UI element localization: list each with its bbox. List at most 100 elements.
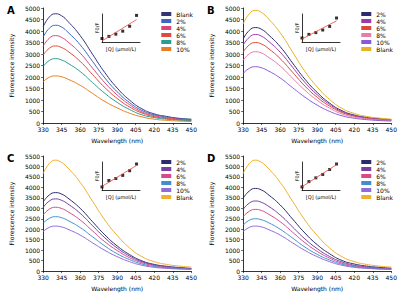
- svg-text:8%: 8%: [376, 180, 386, 187]
- svg-text:Blank: Blank: [176, 11, 193, 18]
- svg-text:2500: 2500: [225, 215, 240, 222]
- svg-text:5500: 5500: [25, 153, 40, 160]
- svg-text:420: 420: [349, 274, 361, 281]
- svg-text:5500: 5500: [225, 153, 240, 160]
- svg-text:B: B: [207, 5, 215, 16]
- svg-text:2%: 2%: [176, 159, 186, 166]
- svg-text:10%: 10%: [176, 46, 190, 53]
- svg-text:Blank: Blank: [376, 46, 393, 53]
- svg-text:2000: 2000: [25, 226, 40, 233]
- svg-text:F0/F: F0/F: [94, 171, 100, 182]
- svg-text:Florescence intensity: Florescence intensity: [208, 33, 216, 97]
- svg-text:3500: 3500: [225, 39, 240, 46]
- svg-text:390: 390: [111, 126, 123, 133]
- svg-text:4%: 4%: [176, 25, 186, 32]
- svg-text:405: 405: [130, 274, 142, 281]
- svg-text:1000: 1000: [25, 247, 40, 254]
- svg-text:1000: 1000: [225, 247, 240, 254]
- svg-text:330: 330: [237, 274, 249, 281]
- svg-text:2000: 2000: [225, 226, 240, 233]
- svg-text:8%: 8%: [376, 32, 386, 39]
- svg-text:360: 360: [74, 126, 86, 133]
- svg-text:6%: 6%: [176, 32, 186, 39]
- svg-text:Wavelength (nm): Wavelength (nm): [91, 137, 143, 145]
- svg-text:A: A: [7, 5, 15, 16]
- svg-text:330: 330: [37, 126, 49, 133]
- svg-text:1000: 1000: [25, 97, 40, 104]
- svg-text:390: 390: [311, 274, 323, 281]
- svg-text:4000: 4000: [225, 184, 240, 191]
- svg-text:6%: 6%: [376, 173, 386, 180]
- svg-text:3000: 3000: [25, 205, 40, 212]
- svg-text:[Q] (μmol/L): [Q] (μmol/L): [106, 46, 136, 53]
- svg-text:Wavelength (nm): Wavelength (nm): [291, 137, 343, 145]
- svg-text:F0/F: F0/F: [294, 23, 300, 34]
- svg-text:5000: 5000: [25, 163, 40, 170]
- svg-text:1500: 1500: [25, 85, 40, 92]
- svg-text:450: 450: [386, 126, 398, 133]
- svg-text:6%: 6%: [376, 25, 386, 32]
- svg-text:420: 420: [349, 126, 361, 133]
- svg-text:5000: 5000: [225, 5, 240, 12]
- svg-text:390: 390: [311, 126, 323, 133]
- svg-text:450: 450: [386, 274, 398, 281]
- svg-text:435: 435: [167, 274, 179, 281]
- svg-text:450: 450: [186, 126, 198, 133]
- svg-text:345: 345: [256, 274, 268, 281]
- svg-text:2%: 2%: [376, 11, 386, 18]
- svg-text:1500: 1500: [225, 85, 240, 92]
- svg-text:[Q] (μmol/L): [Q] (μmol/L): [106, 194, 136, 201]
- svg-text:375: 375: [293, 274, 305, 281]
- svg-text:Wavelength (nm): Wavelength (nm): [91, 285, 143, 293]
- svg-text:5000: 5000: [225, 163, 240, 170]
- svg-text:4000: 4000: [25, 184, 40, 191]
- svg-text:345: 345: [256, 126, 268, 133]
- svg-text:4000: 4000: [25, 28, 40, 35]
- svg-text:375: 375: [93, 274, 105, 281]
- svg-text:Blank: Blank: [176, 194, 193, 201]
- svg-text:D: D: [207, 153, 215, 164]
- svg-text:420: 420: [149, 274, 161, 281]
- svg-text:2%: 2%: [376, 159, 386, 166]
- svg-text:390: 390: [111, 274, 123, 281]
- svg-text:3000: 3000: [25, 51, 40, 58]
- svg-text:4500: 4500: [25, 173, 40, 180]
- svg-text:4500: 4500: [225, 173, 240, 180]
- svg-text:1500: 1500: [25, 236, 40, 243]
- svg-text:Florescence intensity: Florescence intensity: [8, 181, 16, 245]
- svg-text:435: 435: [367, 274, 379, 281]
- svg-text:1500: 1500: [225, 236, 240, 243]
- svg-text:10%: 10%: [376, 39, 390, 46]
- svg-text:10%: 10%: [376, 187, 390, 194]
- svg-text:405: 405: [330, 274, 342, 281]
- svg-text:5000: 5000: [25, 5, 40, 12]
- svg-text:2000: 2000: [225, 74, 240, 81]
- svg-text:Wavelength (nm): Wavelength (nm): [291, 285, 343, 293]
- svg-text:420: 420: [149, 126, 161, 133]
- svg-text:3500: 3500: [25, 194, 40, 201]
- svg-text:2%: 2%: [176, 18, 186, 25]
- svg-text:Blank: Blank: [376, 194, 393, 201]
- svg-text:375: 375: [93, 126, 105, 133]
- svg-text:3500: 3500: [225, 194, 240, 201]
- svg-text:330: 330: [37, 274, 49, 281]
- svg-text:4500: 4500: [225, 16, 240, 23]
- svg-text:405: 405: [330, 126, 342, 133]
- svg-text:8%: 8%: [176, 180, 186, 187]
- svg-text:4500: 4500: [25, 16, 40, 23]
- svg-text:330: 330: [237, 126, 249, 133]
- svg-text:3000: 3000: [225, 51, 240, 58]
- svg-text:2500: 2500: [225, 62, 240, 69]
- svg-text:500: 500: [229, 108, 241, 115]
- svg-text:435: 435: [167, 126, 179, 133]
- svg-text:C: C: [7, 153, 14, 164]
- svg-text:4%: 4%: [376, 166, 386, 173]
- svg-text:[Q] (μmol/L): [Q] (μmol/L): [306, 194, 336, 201]
- svg-text:375: 375: [293, 126, 305, 133]
- svg-text:500: 500: [29, 257, 41, 264]
- svg-text:4%: 4%: [376, 18, 386, 25]
- svg-text:500: 500: [29, 108, 41, 115]
- svg-text:500: 500: [229, 257, 241, 264]
- svg-text:360: 360: [274, 126, 286, 133]
- svg-text:1000: 1000: [225, 97, 240, 104]
